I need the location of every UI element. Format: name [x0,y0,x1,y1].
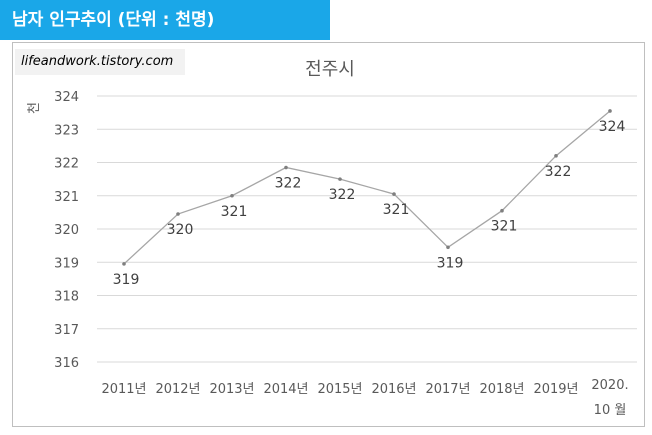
data-label: 322 [545,164,572,180]
data-point [284,165,288,170]
data-label: 321 [491,219,518,235]
data-point [338,177,342,181]
y-tick-label: 316 [54,356,79,371]
chart-frame [12,42,645,427]
x-tick-label: 2013년 [209,382,254,397]
data-point [608,109,612,113]
watermark-label: lifeandwork.tistory.com [15,49,185,75]
data-label: 321 [221,204,248,220]
data-label: 319 [437,255,464,271]
data-point [554,154,558,158]
data-label: 322 [275,175,302,191]
data-label: 319 [113,272,140,288]
y-tick-label: 318 [54,290,79,305]
data-label: 324 [599,119,626,135]
x-tick-label-line2: 10 월 [594,403,627,418]
x-tick-label: 2018년 [479,382,524,397]
data-label: 320 [167,222,194,238]
y-tick-label: 324 [54,90,79,105]
y-tick-label: 320 [54,223,79,238]
data-point [122,262,126,266]
x-tick-label: 2020. [591,378,628,393]
data-point [500,208,504,213]
y-tick-label: 317 [54,323,79,338]
x-tick-label: 2011년 [101,382,146,397]
data-point [230,193,234,198]
data-point [446,245,450,250]
x-tick-label: 2014년 [263,382,308,397]
data-label: 322 [329,187,356,203]
x-tick-label: 2019년 [533,382,578,397]
x-tick-label: 2017년 [425,382,470,397]
y-tick-label: 319 [54,256,79,271]
x-tick-label: 2015년 [317,382,362,397]
series-line [123,110,611,265]
y-tick-label: 321 [54,190,79,205]
x-tick-label: 2012년 [155,382,200,397]
y-tick-label: 322 [54,157,79,172]
data-point [176,212,180,216]
chart-banner-title: 남자 인구추이 (단위 : 천명) [0,0,330,40]
x-tick-label: 2016년 [371,382,416,397]
chart-title: 전주시 [305,59,355,80]
y-tick-label: 323 [54,123,79,138]
y-axis-label: 천 [27,102,42,114]
data-point [392,192,396,196]
data-label: 321 [383,202,410,218]
